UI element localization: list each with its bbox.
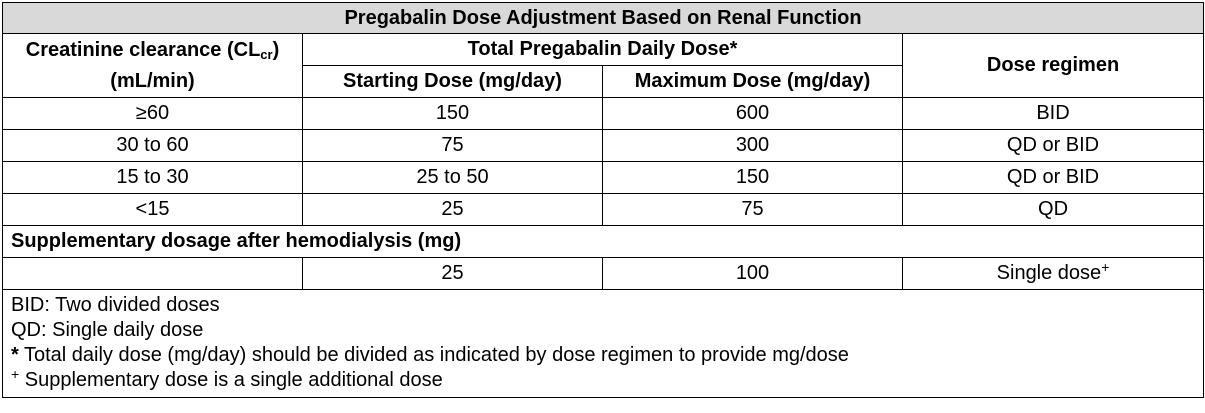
- maximum-dose-cell: 600: [602, 97, 903, 130]
- total-dose-header: Total Pregabalin Daily Dose*: [302, 33, 903, 66]
- supplementary-maximum-cell: 100: [602, 257, 903, 290]
- asterisk-mark: *: [11, 344, 19, 366]
- supplementary-clearance-cell: [2, 257, 303, 290]
- regimen-cell: QD: [901, 193, 1205, 226]
- footnote-asterisk: * Total daily dose (mg/day) should be di…: [11, 343, 1195, 368]
- plus-mark: +: [11, 366, 20, 382]
- maximum-dose-header: Maximum Dose (mg/day): [602, 65, 903, 98]
- maximum-dose-cell: 75: [602, 193, 903, 226]
- footnote-qd: QD: Single daily dose: [11, 319, 204, 341]
- clearance-cell: ≥60: [2, 97, 303, 130]
- starting-dose-cell: 75: [302, 129, 603, 162]
- clearance-header: Creatinine clearance (CLcr) (mL/min): [2, 33, 303, 98]
- clearance-cell: <15: [2, 193, 303, 226]
- supplementary-regimen-cell: Single dose+: [901, 257, 1205, 290]
- clearance-header-unit: (mL/min): [110, 70, 195, 92]
- plus-footnote-mark: +: [1101, 259, 1110, 275]
- starting-dose-cell: 150: [302, 97, 603, 130]
- footnotes: BID: Two divided doses QD: Single daily …: [1, 289, 1205, 398]
- starting-dose-cell: 25: [302, 193, 603, 226]
- table-row: 15 to 30 25 to 50 150 QD or BID: [2, 161, 1205, 194]
- starting-dose-cell: 25 to 50: [302, 161, 603, 194]
- dose-regimen-header: Dose regimen: [901, 33, 1205, 98]
- supplementary-starting-cell: 25: [302, 257, 603, 290]
- regimen-cell: QD or BID: [901, 161, 1205, 194]
- clearance-cell: 30 to 60: [2, 129, 303, 162]
- supplementary-header: Supplementary dosage after hemodialysis …: [1, 225, 1205, 258]
- dose-adjustment-table: Pregabalin Dose Adjustment Based on Rena…: [1, 2, 1205, 398]
- table-row: 30 to 60 75 300 QD or BID: [2, 129, 1205, 162]
- footnote-plus-text: Supplementary dose is a single additiona…: [19, 369, 443, 391]
- maximum-dose-cell: 300: [602, 129, 903, 162]
- supplementary-row: 25 100 Single dose+: [2, 257, 1205, 290]
- table-row: ≥60 150 600 BID: [2, 97, 1205, 130]
- clearance-header-label: Creatinine clearance (CL: [25, 39, 261, 61]
- footnote-plus: + Supplementary dose is a single additio…: [11, 366, 1195, 393]
- maximum-dose-cell: 150: [602, 161, 903, 194]
- table-row: <15 25 75 QD: [2, 193, 1205, 226]
- regimen-cell: QD or BID: [901, 129, 1205, 162]
- clearance-header-close: ): [272, 39, 280, 61]
- clearance-header-subscript: cr: [260, 47, 273, 62]
- footnote-asterisk-text: Total daily dose (mg/day) should be divi…: [18, 344, 849, 366]
- regimen-cell: BID: [901, 97, 1205, 130]
- supplementary-regimen-text: Single dose: [996, 262, 1102, 284]
- footnote-bid: BID: Two divided doses: [11, 294, 220, 316]
- table-title: Pregabalin Dose Adjustment Based on Rena…: [1, 2, 1205, 34]
- starting-dose-header: Starting Dose (mg/day): [302, 65, 603, 98]
- clearance-cell: 15 to 30: [2, 161, 303, 194]
